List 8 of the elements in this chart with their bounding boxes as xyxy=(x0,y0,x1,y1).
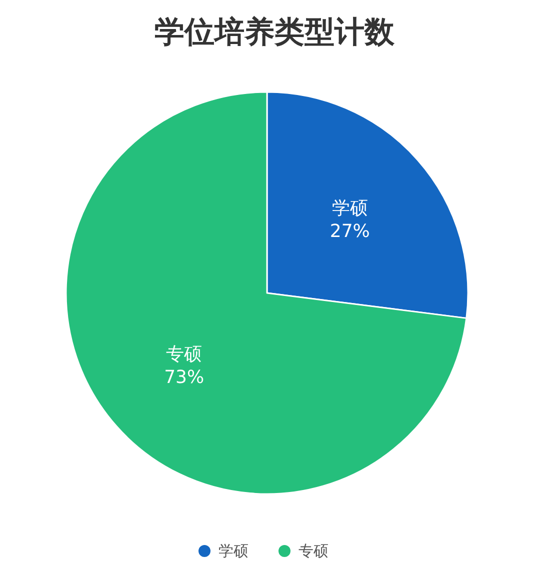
legend-label: 专硕 xyxy=(298,542,328,560)
data-label: 27% xyxy=(330,220,370,242)
pie-slice xyxy=(65,91,468,495)
chart-title: 学位培养类型计数 xyxy=(154,15,396,50)
slice-label: 专硕 xyxy=(166,344,202,366)
data-label: 73% xyxy=(164,367,204,388)
legend-label: 学硕 xyxy=(218,542,248,560)
slice-label: 学硕 xyxy=(332,198,368,219)
